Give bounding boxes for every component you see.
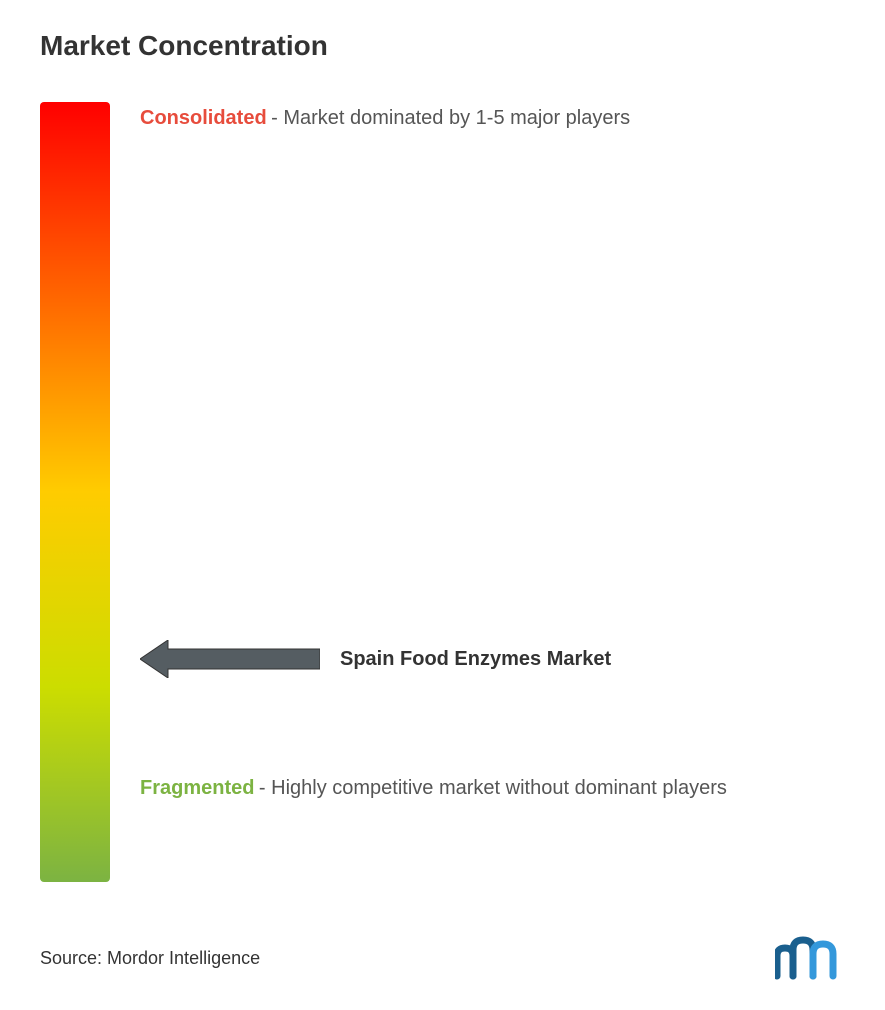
footer: Source: Mordor Intelligence xyxy=(40,936,845,980)
consolidated-label: Consolidated - Market dominated by 1-5 m… xyxy=(140,102,845,134)
fragmented-highlight: Fragmented xyxy=(140,777,254,799)
concentration-gradient-bar xyxy=(40,102,110,882)
fragmented-description: - Highly competitive market without domi… xyxy=(259,777,727,799)
source-text: Source: Mordor Intelligence xyxy=(40,948,260,969)
pointer-arrow xyxy=(140,640,320,678)
page-title: Market Concentration xyxy=(40,30,845,62)
fragmented-label: Fragmented - Highly competitive market w… xyxy=(140,772,845,804)
market-arrow-section: Spain Food Enzymes Market xyxy=(140,640,611,678)
consolidated-description: - Market dominated by 1-5 major players xyxy=(271,107,630,129)
logo xyxy=(775,936,845,980)
market-name-label: Spain Food Enzymes Market xyxy=(340,646,611,672)
consolidated-highlight: Consolidated xyxy=(140,107,267,129)
content-area: Consolidated - Market dominated by 1-5 m… xyxy=(40,102,845,882)
labels-column: Consolidated - Market dominated by 1-5 m… xyxy=(140,102,845,882)
